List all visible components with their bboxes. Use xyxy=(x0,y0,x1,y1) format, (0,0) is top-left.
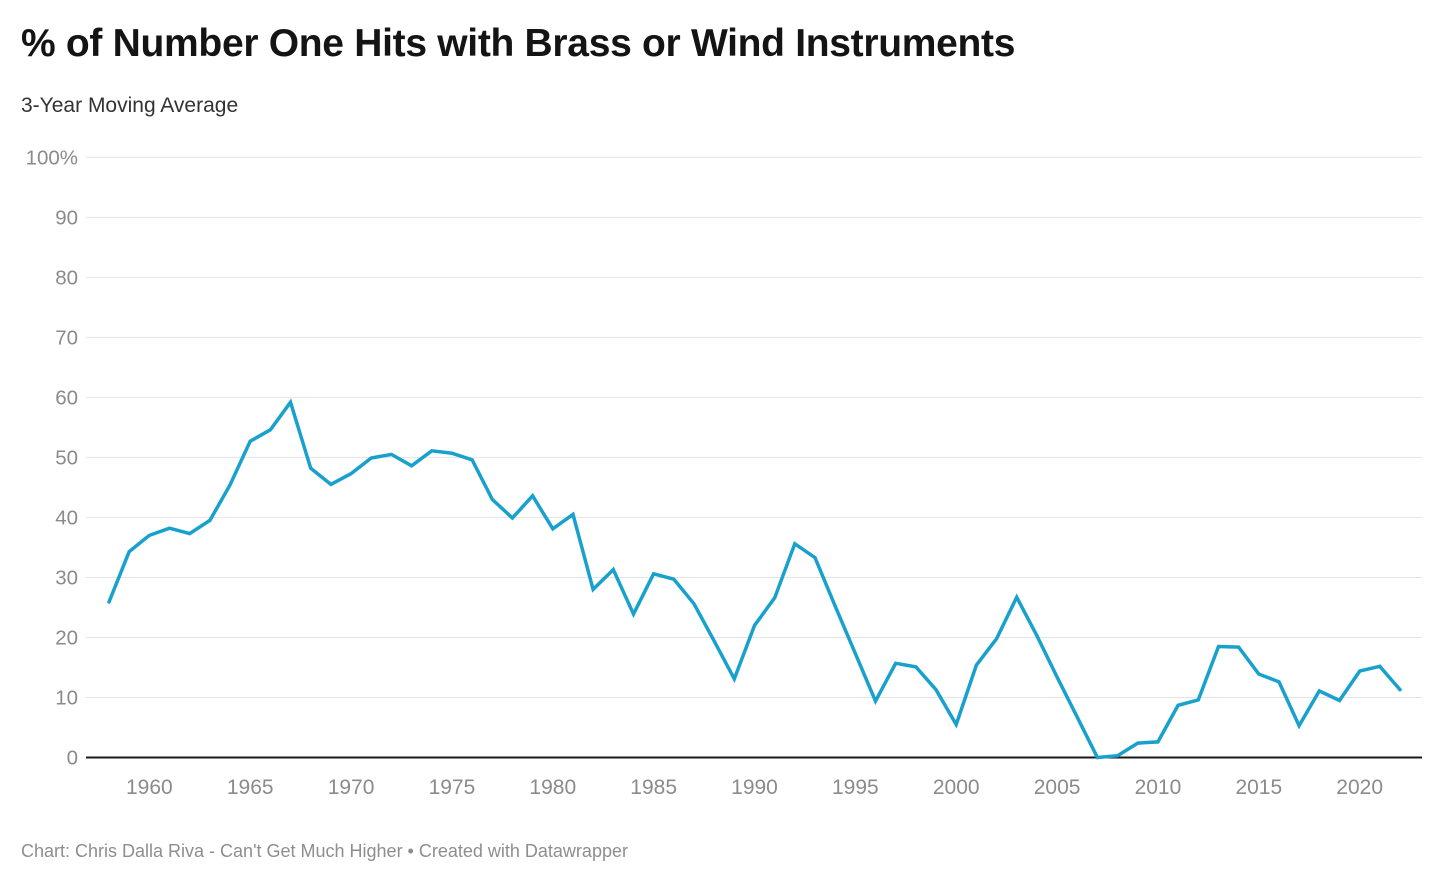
x-axis-tick-label: 1980 xyxy=(529,776,576,799)
y-axis-tick-label: 50 xyxy=(55,446,78,469)
x-axis-tick-label: 2000 xyxy=(933,776,980,799)
y-axis-tick-label: 0 xyxy=(67,747,78,770)
y-axis-tick-label: 80 xyxy=(55,266,78,289)
x-axis-tick-label: 1995 xyxy=(832,776,879,799)
x-axis-tick-label: 2010 xyxy=(1135,776,1182,799)
x-axis-tick-label: 1990 xyxy=(731,776,778,799)
x-axis-tick-label: 1985 xyxy=(630,776,677,799)
y-axis-tick-label: 90 xyxy=(55,206,78,229)
x-axis-tick-label: 2020 xyxy=(1336,776,1383,799)
x-axis-tick-label: 2005 xyxy=(1034,776,1081,799)
chart-credit: Chart: Chris Dalla Riva - Can't Get Much… xyxy=(21,841,628,861)
chart-title: % of Number One Hits with Brass or Wind … xyxy=(21,22,1016,65)
x-axis-tick-label: 1965 xyxy=(227,776,274,799)
y-axis-tick-label: 60 xyxy=(55,386,78,409)
x-axis-tick-label: 1970 xyxy=(328,776,375,799)
y-axis-tick-label: 30 xyxy=(55,566,78,589)
x-axis-tick-label: 1960 xyxy=(126,776,173,799)
y-axis-tick-label: 10 xyxy=(55,686,78,709)
y-axis-tick-label: 40 xyxy=(55,506,78,529)
y-axis-tick-label: 20 xyxy=(55,626,78,649)
trend-line xyxy=(107,398,1402,760)
x-axis-tick-label: 2015 xyxy=(1235,776,1282,799)
chart-subtitle: 3-Year Moving Average xyxy=(21,94,239,117)
y-axis-tick-label: 100% xyxy=(26,146,78,169)
y-axis-tick-label: 70 xyxy=(55,326,78,349)
x-axis-tick-label: 1975 xyxy=(429,776,476,799)
